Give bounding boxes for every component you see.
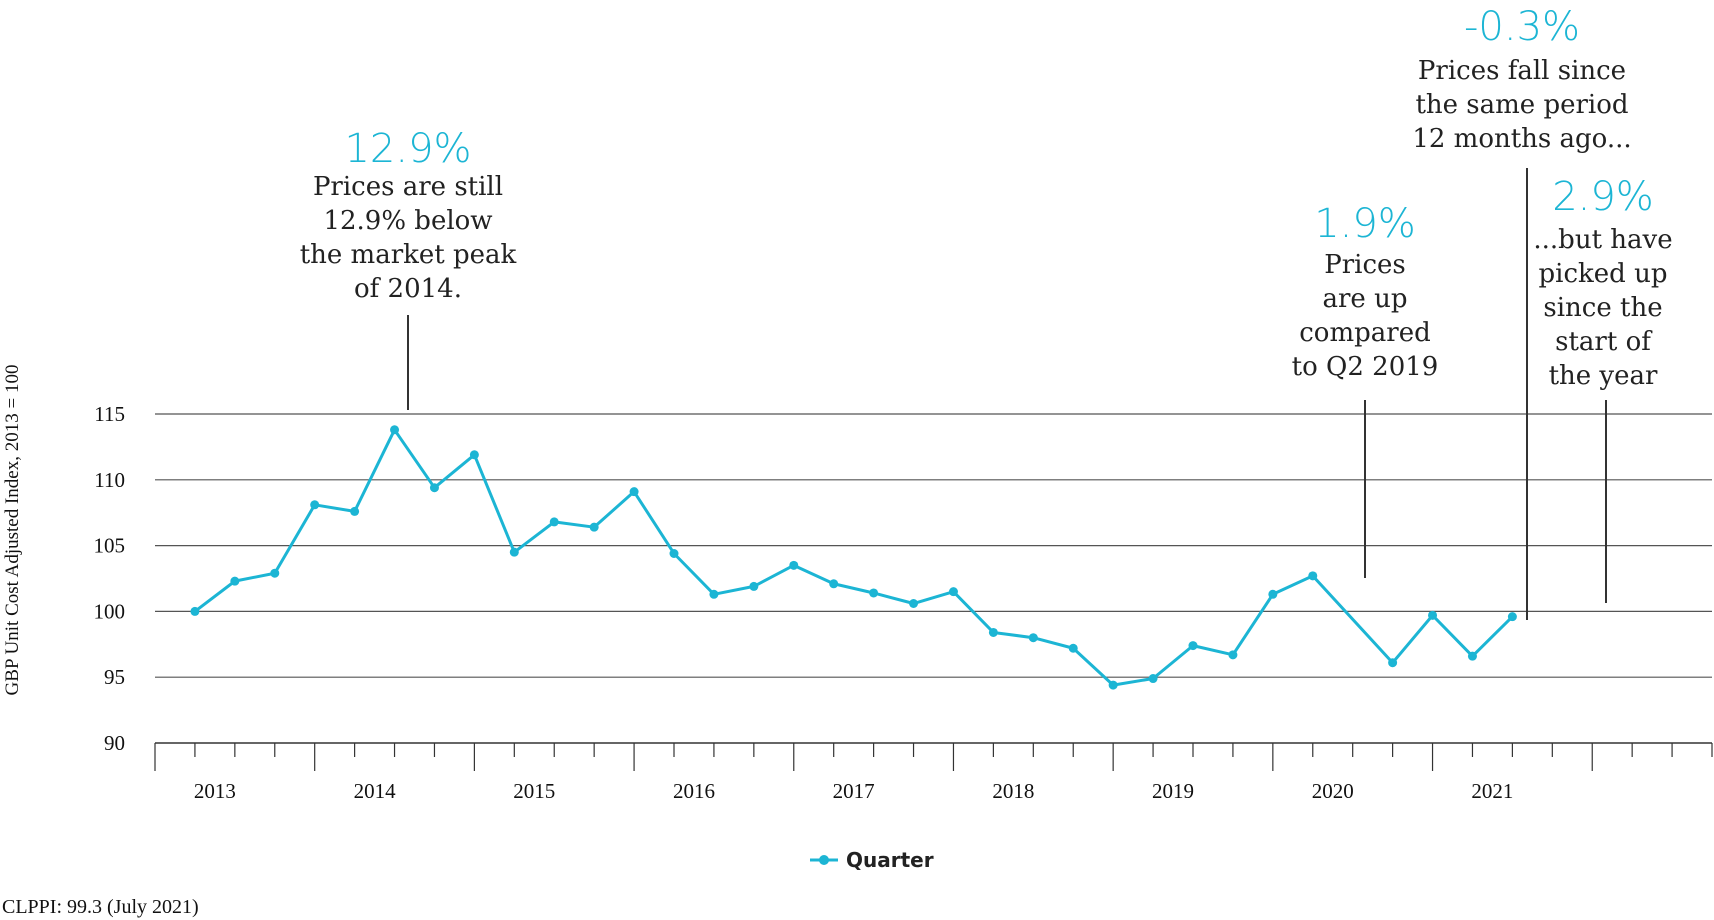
annotation-text: the market peak [300,240,517,270]
data-point [629,487,639,497]
data-point [909,599,919,609]
x-axis: 2013 2014 2015 2016 2017 2018 2019 2020 2021 [154,742,1713,803]
x-tick-label: 2014 [354,779,397,803]
data-point [190,606,200,616]
annotation-text: compared [1299,318,1430,348]
annotation-percent: 1.9% [1314,201,1416,247]
data-point [1228,650,1238,660]
data-point [1268,589,1278,599]
x-tick-label: 2016 [673,779,715,803]
annotation-percent: 12.9% [344,126,471,172]
data-point [310,500,320,510]
y-tick-label: 90 [104,731,125,755]
annotation-percent: 2.9% [1552,174,1654,220]
annotation-1: 12.9%Prices are still 12.9% below the mark… [300,126,517,410]
annotation-text: the year [1549,361,1658,391]
data-point [1148,674,1158,684]
data-point [1308,571,1318,581]
y-tick-label: 115 [94,402,125,426]
annotation-text: are up [1323,284,1408,314]
series-quarter [190,425,1517,690]
annotation-text: start of [1555,327,1653,357]
annotation-4: 2.9% ...but have picked up since the start o… [1533,174,1673,603]
x-tick-label: 2021 [1471,779,1513,803]
annotation-text: Prices fall since [1418,56,1626,86]
x-tick-label: 2019 [1152,779,1194,803]
data-point [270,568,280,578]
data-point [589,522,599,532]
annotation-text: Prices [1324,250,1406,280]
y-tick-label: 100 [94,599,126,623]
legend-dot-marker [819,855,829,865]
data-point [390,425,400,435]
data-point [1188,641,1198,651]
data-point [350,506,360,516]
legend: Quarter [810,848,934,872]
legend-label: Quarter [846,848,934,872]
data-point [469,450,479,460]
data-point [1108,680,1118,690]
grid-lines [155,413,1712,678]
annotation-percent: -0.3% [1464,4,1580,50]
y-tick-label: 110 [94,468,125,492]
data-point [1428,610,1438,620]
x-tick-label: 2015 [513,779,555,803]
annotation-text: ...but have [1533,225,1672,255]
data-point [749,581,759,591]
annotations: 12.9%Prices are still 12.9% below the mark… [300,4,1673,620]
data-point [549,517,559,527]
data-point [709,589,719,599]
y-axis-label: GBP Unit Cost Adjusted Index, 2013 = 100 [2,365,23,696]
data-point [1028,633,1038,643]
y-axis-ticks: 90 95 100 105 110 115 [94,402,126,755]
annotation-text: since the [1543,293,1662,323]
y-tick-label: 105 [94,534,126,558]
data-point [669,548,679,558]
data-point [1507,612,1517,622]
data-point [869,588,879,598]
data-point [988,627,998,637]
data-point [1467,651,1477,661]
series-line [194,428,1514,687]
data-point [1068,643,1078,653]
data-point [829,579,839,589]
data-point [230,576,240,586]
data-point [1388,658,1398,668]
data-point [789,560,799,570]
x-tick-label: 2017 [833,779,875,803]
x-tick-label: 2018 [992,779,1034,803]
annotation-text: 12.9% below [323,206,492,236]
annotation-2: 1.9%Prices are up compared to Q2 2019 [1292,201,1439,578]
annotation-text: to Q2 2019 [1292,352,1439,382]
annotation-3: -0.3% Prices fall since the same period 12 … [1412,4,1632,620]
annotation-text: of 2014. [354,274,462,304]
x-tick-label: 2013 [194,779,236,803]
data-point [948,587,958,597]
x-tick-label: 2020 [1312,779,1354,803]
data-point [509,547,519,557]
footer-note: CLPPI: 99.3 (July 2021) [2,896,199,918]
annotation-text: 12 months ago... [1412,124,1631,154]
annotation-text: the same period [1415,90,1628,120]
annotation-text: Prices are still [313,172,503,202]
y-tick-label: 95 [104,665,125,689]
annotation-text: picked up [1539,259,1668,289]
data-point [429,483,439,493]
